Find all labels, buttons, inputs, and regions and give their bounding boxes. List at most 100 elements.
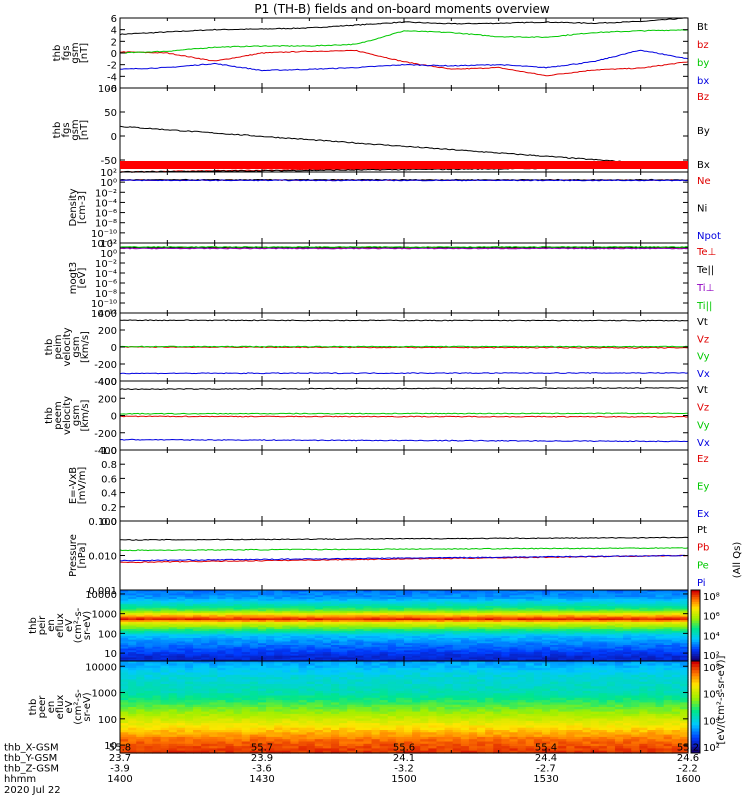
heatmap-cell <box>379 713 389 717</box>
heatmap-cell <box>663 657 673 660</box>
heatmap-cell <box>128 632 137 635</box>
heatmap-cell <box>501 636 511 639</box>
heatmap-cell <box>679 695 689 699</box>
heatmap-cell <box>420 693 429 697</box>
heatmap-cell <box>582 613 592 616</box>
heatmap-cell <box>452 665 462 669</box>
heatmap-cell <box>606 611 616 614</box>
heatmap-cell <box>525 611 535 614</box>
heatmap-cell <box>209 620 218 623</box>
heatmap-cell <box>201 667 210 671</box>
y-axis-label-line: velocity <box>62 327 73 366</box>
heatmap-cell <box>282 611 291 614</box>
heatmap-cell <box>144 670 154 674</box>
heatmap-cell <box>257 707 267 710</box>
heatmap-cell <box>379 602 389 605</box>
heatmap-cell <box>257 609 267 612</box>
heatmap-cell <box>404 597 413 600</box>
colorbar-segment <box>691 639 700 643</box>
heatmap-cell <box>574 665 584 669</box>
heatmap-cell <box>274 590 283 593</box>
heatmap-cell <box>663 641 673 644</box>
heatmap-cell <box>655 686 665 690</box>
heatmap-cell <box>671 627 681 630</box>
heatmap-cell <box>550 663 559 667</box>
heatmap-cell <box>606 600 616 604</box>
heatmap-cell <box>233 621 243 625</box>
heatmap-cell <box>420 637 429 641</box>
heatmap-cell <box>160 711 170 715</box>
heatmap-cell <box>412 598 421 602</box>
heatmap-cell <box>525 646 535 650</box>
heatmap-cell <box>282 645 291 648</box>
heatmap-cell <box>282 630 291 634</box>
heatmap-cell <box>639 605 649 609</box>
heatmap-cell <box>566 639 575 643</box>
heatmap-cell <box>379 616 389 619</box>
heatmap-cell <box>598 618 608 621</box>
heatmap-cell <box>566 630 575 634</box>
heatmap-cell <box>322 695 332 699</box>
heatmap-cell <box>371 686 381 690</box>
heatmap-cell <box>363 634 373 637</box>
heatmap-cell <box>550 609 559 612</box>
heatmap-cell <box>379 659 389 662</box>
heatmap-cell <box>590 630 600 634</box>
y-tick-label: 10⁻⁶ <box>95 279 117 290</box>
heatmap-cell <box>241 629 251 632</box>
heatmap-cell <box>671 625 681 628</box>
heatmap-cell <box>249 630 259 634</box>
heatmap-cell <box>679 672 689 676</box>
heatmap-cell <box>128 695 137 699</box>
heatmap-cell <box>574 616 584 619</box>
heatmap-cell <box>590 621 600 625</box>
heatmap-cell <box>339 627 348 630</box>
heatmap-cell <box>152 613 162 616</box>
heatmap-cell <box>631 663 640 667</box>
heatmap-cell <box>217 629 227 632</box>
heatmap-cell <box>168 653 178 657</box>
heatmap-cell <box>436 623 446 627</box>
heatmap-cell <box>566 616 575 619</box>
heatmap-cell <box>558 709 567 713</box>
heatmap-cell <box>201 613 210 616</box>
heatmap-cell <box>233 611 243 614</box>
heatmap-cell <box>647 650 657 653</box>
heatmap-cell <box>623 684 632 687</box>
heatmap-cell <box>387 609 397 612</box>
heatmap-cell <box>671 663 681 667</box>
heatmap-cell <box>420 686 429 690</box>
heatmap-cell <box>282 648 291 651</box>
heatmap-cell <box>241 709 251 713</box>
heatmap-cell <box>623 643 632 646</box>
heatmap-cell <box>168 618 178 621</box>
heatmap-cell <box>144 593 154 596</box>
heatmap-cell <box>420 713 429 717</box>
heatmap-cell <box>330 686 340 690</box>
heatmap-cell <box>501 620 511 623</box>
heatmap-cell <box>395 677 405 680</box>
heatmap-cell <box>485 681 494 685</box>
heatmap-cell <box>201 648 210 651</box>
heatmap-cell <box>387 679 397 683</box>
heatmap-cell <box>225 590 235 593</box>
heatmap-cell <box>136 653 145 657</box>
heatmap-cell <box>184 616 194 619</box>
heatmap-cell <box>493 621 502 625</box>
heatmap-cell <box>395 614 405 618</box>
heatmap-cell <box>128 655 137 659</box>
heatmap-cell <box>217 598 227 602</box>
heatmap-cell <box>363 605 373 609</box>
heatmap-cell <box>428 655 438 659</box>
heatmap-cell <box>468 679 478 683</box>
heatmap-cell <box>371 602 381 605</box>
heatmap-cell <box>468 702 478 706</box>
heatmap-cell <box>379 661 389 664</box>
heatmap-cell <box>241 591 251 595</box>
heatmap-cell <box>655 604 665 607</box>
heatmap-cell <box>225 657 235 660</box>
heatmap-cell <box>184 659 194 662</box>
heatmap-cell <box>128 634 137 637</box>
heatmap-cell <box>517 639 527 643</box>
heatmap-cell <box>217 602 227 605</box>
